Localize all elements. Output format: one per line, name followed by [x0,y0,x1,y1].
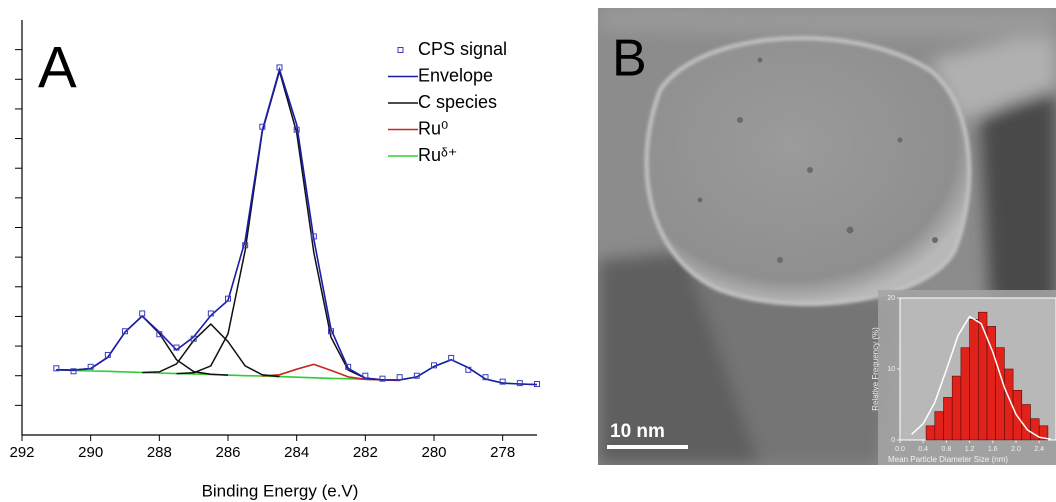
x-tick-label: 2.0 [1011,446,1021,453]
data-point [53,365,60,372]
curve [142,323,280,378]
data-point [465,366,472,373]
inset-plot: 0 10 20 0.0 0.4 0.8 1.2 1.6 2.0 2.4 [887,295,1051,453]
data-point [259,123,266,130]
inset-y-label: Relative Frequency (%) [871,327,880,411]
x-tick-label: 290 [78,444,103,461]
data-point [396,374,403,381]
legend-marker [397,47,404,53]
data-point [516,380,523,387]
x-tick-label: 286 [215,444,240,461]
x-tick-label: 1.6 [988,446,998,453]
y-tick-label: 10 [887,366,895,373]
legend-label: Ruᵟ⁺ [418,145,457,165]
data-point [122,328,128,335]
data-point [534,381,540,388]
legend-label: Envelope [418,65,493,85]
data-point [139,310,146,317]
histogram-bar [995,347,1005,441]
image-texture [598,8,1056,465]
x-tick-label: 280 [421,444,446,461]
x-tick-label: 278 [490,444,515,461]
histogram-bar [1021,404,1031,441]
data-point [431,362,437,369]
data-point [413,372,420,379]
x-tick-label: 0.0 [895,446,905,453]
inset-x-label: Mean Particle Diameter Size (nm) [888,455,1008,464]
legend-label: Ru⁰ [418,118,448,138]
scale-bar-label: 10 nm [610,421,665,442]
histogram-bar [977,311,988,441]
data-point [190,335,197,342]
histogram-bar [943,397,953,441]
data-point [379,375,386,382]
x-tick-label: 1.2 [965,446,975,453]
histogram-bar [960,347,970,441]
data-point [499,378,506,385]
data-point [156,331,163,338]
plot: 292 290 288 286 284 282 280 278 CPS signal Envelo… [9,39,540,461]
data-point [207,310,214,317]
histogram-bar [951,375,962,441]
histogram-bar [1038,425,1049,441]
data-point [87,363,94,370]
x-tick-label: 282 [353,444,378,461]
data-point [293,126,300,133]
histogram-bar [986,326,996,441]
data-point [104,351,111,358]
histogram-bar [934,411,944,441]
data-point [345,363,352,370]
data-point [328,328,334,335]
x-tick-label: 288 [147,444,172,461]
data-point [225,295,231,302]
curve [176,68,383,381]
data-point [362,372,369,379]
x-tick-label: 0.4 [918,446,928,453]
data-point [173,344,180,351]
legend-label: C species [418,92,497,112]
x-tick-label: 0.8 [942,446,952,453]
curve [56,66,538,386]
panel-label: B [612,30,647,88]
data-point [482,374,489,381]
data-point [276,64,283,71]
data-point [448,354,455,361]
x-tick-label: 2.4 [1034,446,1044,453]
data-point [70,368,77,375]
x-tick-label: 284 [284,444,309,461]
y-tick-label: 0 [891,437,895,444]
curve [56,358,538,386]
data-point [310,233,317,240]
histogram-bar [925,425,936,441]
fit-curve [911,315,1051,441]
histogram-bar [969,318,979,441]
x-tick-label: 292 [9,444,34,461]
x-axis-label: Binding Energy (e.V) [202,481,359,500]
nanoparticles [697,57,938,263]
tem-image: B 10 nm Relative Frequency (%) Mean Part… [598,8,1056,465]
legend-label: CPS signal [418,39,507,59]
panel-label: A [38,35,77,100]
data-point [242,242,249,249]
y-tick-label: 20 [887,295,895,302]
